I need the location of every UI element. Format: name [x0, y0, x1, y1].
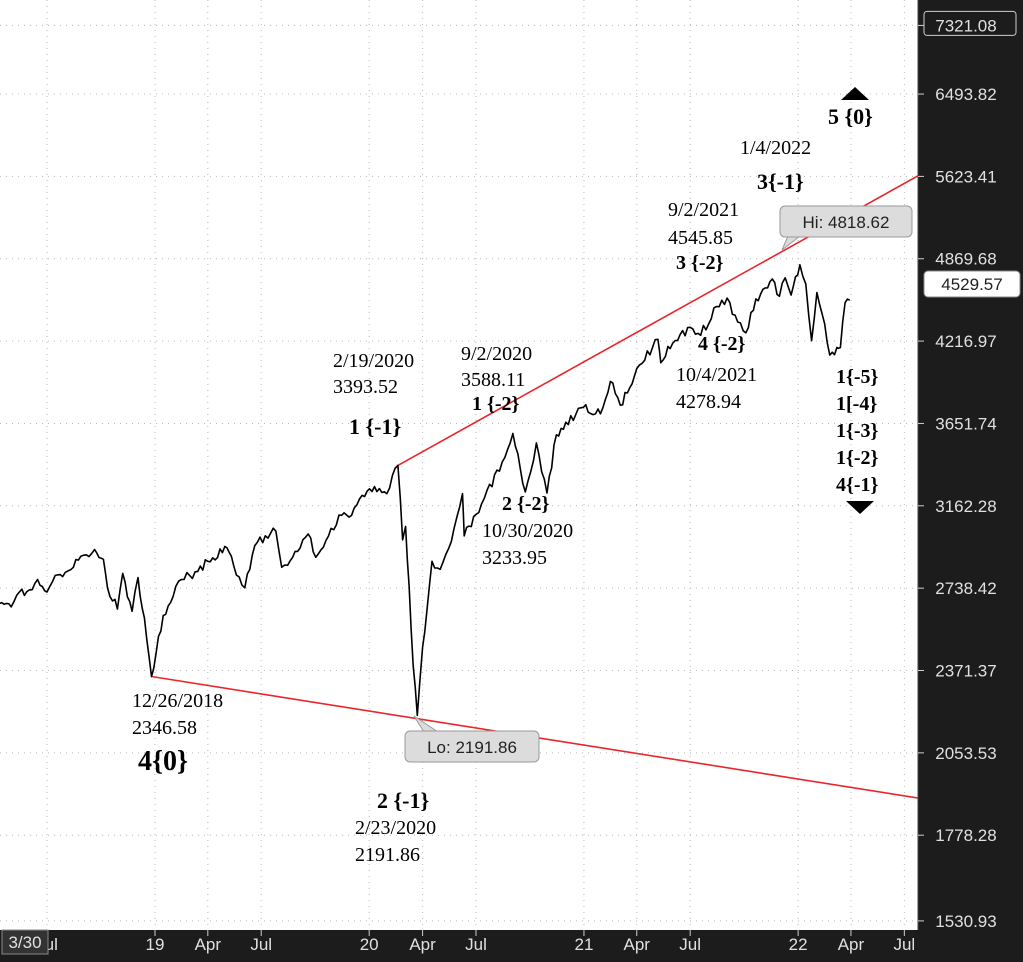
annotation-value-sep2021: 4545.85 — [668, 227, 733, 249]
up-arrow-icon — [841, 87, 869, 100]
corner-date-box: 3/30 — [1, 929, 49, 955]
y-tick-label: 1778.28 — [935, 826, 996, 845]
x-tick-label: Jul — [679, 935, 701, 954]
grid-lines — [0, 0, 918, 930]
annotation-date-oct2020: 10/30/2020 — [482, 520, 573, 542]
annotation-value-dec2018: 2346.58 — [132, 717, 197, 739]
y-axis-panel — [918, 0, 1023, 962]
annotation-date-sep2021: 9/2/2021 — [668, 199, 739, 221]
annotation-value-sep2020: 3588.11 — [461, 369, 525, 391]
y-axis-ticks: 7321.08 6493.82 5623.41 4869.68 4216.97 3651.… — [918, 10, 1017, 931]
down-target-4: 1{-2} — [836, 447, 879, 469]
lower-trendline — [151, 675, 1023, 816]
y-tick-label: 1530.93 — [935, 912, 996, 931]
plot-background — [0, 0, 918, 930]
y-top-label-box — [923, 10, 1017, 36]
annotation-wave-sep2020: 1 {-2} — [472, 393, 520, 415]
price-line — [0, 264, 851, 717]
x-tick-label: 22 — [789, 935, 808, 954]
annotation-wave-jan2022: 3{-1} — [757, 169, 804, 194]
y-tick-label: 4216.97 — [935, 332, 996, 351]
x-tick-label: Apr — [409, 935, 436, 954]
x-tick-label: Apr — [624, 935, 651, 954]
x-tick-label: 20 — [360, 935, 379, 954]
x-tick-label: Jul — [250, 935, 272, 954]
x-tick-label: Apr — [195, 935, 222, 954]
down-target-2: 1[-4} — [836, 393, 877, 415]
target-up-label: 5 {0} — [828, 104, 873, 129]
annotation-wave-mar2020: 2 {-1} — [377, 788, 429, 813]
x-tick-label: 21 — [574, 935, 593, 954]
lo-callout: Lo: 2191.86 — [404, 715, 540, 763]
annotation-wave-sep2021: 3 {-2} — [676, 252, 724, 274]
x-tick-label: 19 — [146, 935, 165, 954]
annotation-date-mar2020: 2/23/2020 — [355, 817, 436, 839]
annotation-date-oct2021: 10/4/2021 — [676, 364, 757, 386]
current-value-marker: 4529.57 — [923, 270, 1021, 298]
y-tick-label: 3651.74 — [935, 414, 996, 433]
lo-callout-label: Lo: 2191.86 — [427, 738, 517, 757]
annotation-value-feb2020: 3393.52 — [333, 376, 398, 398]
x-tick-label: Jul — [465, 935, 487, 954]
current-value-label: 4529.57 — [941, 275, 1002, 294]
annotation-date-feb2020: 2/19/2020 — [333, 350, 414, 372]
y-tick-label: 7321.08 — [935, 16, 996, 35]
hi-callout: Hi: 4818.62 — [779, 205, 913, 251]
y-tick-label: 2053.53 — [935, 744, 996, 763]
y-tick-label: 5623.41 — [935, 167, 996, 186]
hi-callout-label: Hi: 4818.62 — [803, 213, 890, 232]
y-tick-label: 4869.68 — [935, 250, 996, 269]
down-arrow-icon — [846, 501, 874, 514]
down-target-3: 1{-3} — [836, 420, 879, 442]
x-axis-panel — [0, 930, 918, 962]
down-target-5: 4{-1} — [836, 474, 879, 496]
annotation-wave-oct2021: 4 {-2} — [698, 333, 746, 355]
x-tick-label: Apr — [838, 935, 865, 954]
corner-date-label: 3/30 — [8, 933, 41, 952]
annotation-value-mar2020: 2191.86 — [355, 844, 420, 866]
down-target-1: 1{-5} — [836, 366, 879, 388]
annotation-wave-oct2020: 2 {-2} — [502, 493, 550, 515]
annotation-wave-dec2018: 4{0} — [138, 746, 188, 777]
x-axis-ticks: Jul19AprJul20AprJul21AprJul22AprJul — [36, 930, 915, 954]
annotation-date-jan2022: 1/4/2022 — [740, 137, 811, 159]
annotation-date-dec2018: 12/26/2018 — [132, 690, 223, 712]
x-tick-label: Jul — [893, 935, 915, 954]
y-tick-label: 6493.82 — [935, 85, 996, 104]
annotation-value-oct2020: 3233.95 — [482, 547, 547, 569]
annotation-wave-feb2020: 1 {-1} — [349, 414, 401, 439]
y-tick-label: 3162.28 — [935, 497, 996, 516]
annotation-value-oct2021: 4278.94 — [676, 391, 741, 413]
annotation-date-sep2020: 9/2/2020 — [461, 343, 532, 365]
y-tick-label: 2371.37 — [935, 662, 996, 681]
y-tick-label: 2738.42 — [935, 579, 996, 598]
